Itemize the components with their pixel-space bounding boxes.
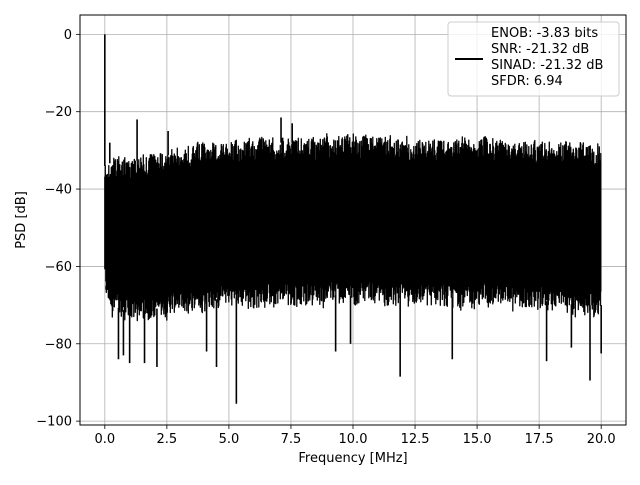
legend-snr: SNR: -21.32 dB (491, 42, 589, 57)
x-axis-label: Frequency [MHz] (298, 451, 407, 466)
legend-sinad: SINAD: -21.32 dB (491, 58, 603, 73)
y-tick-label: −60 (45, 260, 72, 275)
legend-sfdr: SFDR: 6.94 (491, 74, 563, 89)
y-tick-label: −100 (36, 415, 72, 430)
y-tick-label: −20 (45, 105, 72, 120)
x-tick-label: 7.5 (281, 432, 302, 447)
x-tick-label: 0.0 (94, 432, 115, 447)
x-tick-label: 10.0 (339, 432, 368, 447)
y-tick-label: −40 (45, 183, 72, 198)
legend-enob: ENOB: -3.83 bits (491, 26, 598, 41)
y-axis-label: PSD [dB] (14, 191, 29, 249)
y-tick-label: 0 (64, 28, 72, 43)
x-tick-label: 2.5 (157, 432, 178, 447)
x-tick-label: 17.5 (525, 432, 554, 447)
legend: ENOB: -3.83 bits SNR: -21.32 dB SINAD: -… (447, 21, 620, 97)
psd-trace (104, 133, 602, 322)
x-tick-label: 15.0 (463, 432, 492, 447)
x-tick-label: 5.0 (219, 432, 240, 447)
x-tick-label: 12.5 (401, 432, 430, 447)
ticks: 0.0 2.5 5.0 7.5 10.0 12.5 15.0 17.5 20.0 0 −20 −40 −… (36, 28, 615, 447)
y-tick-label: −80 (45, 337, 72, 352)
plot-area (104, 34, 602, 404)
x-tick-label: 20.0 (587, 432, 616, 447)
legend-box (447, 21, 620, 97)
